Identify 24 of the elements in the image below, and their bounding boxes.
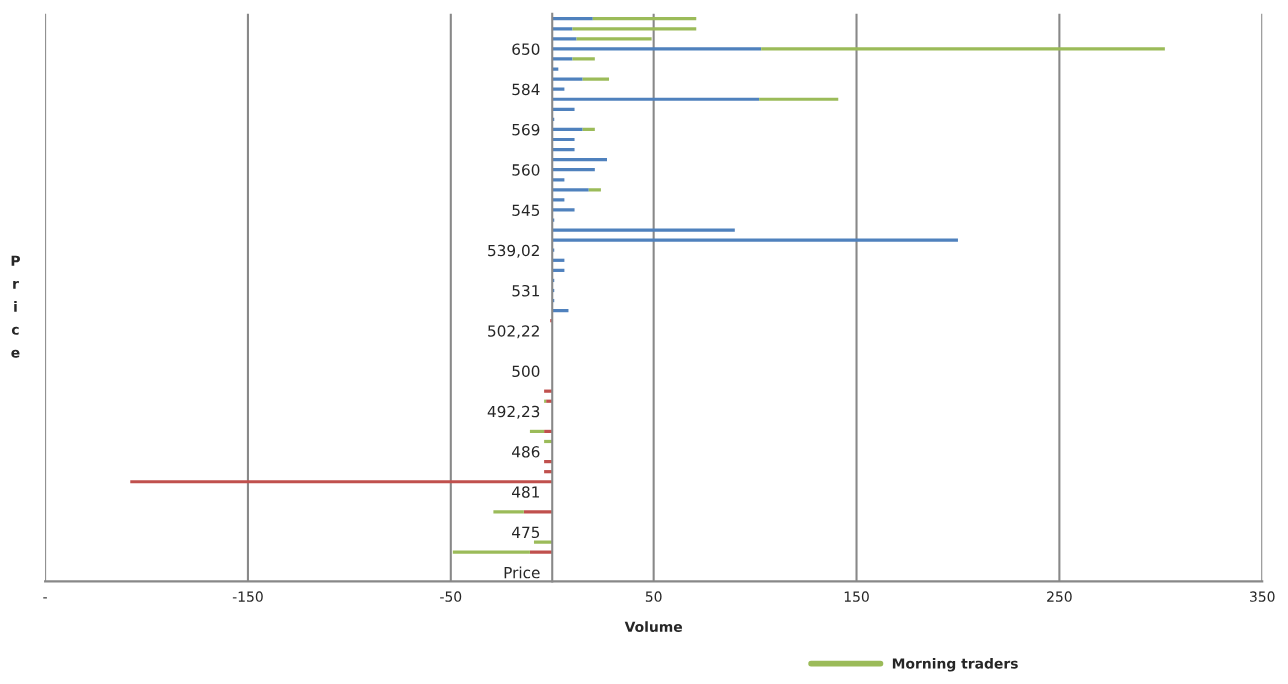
y-tick-label: 650 <box>512 43 540 55</box>
y-tick-label: 539,02 <box>488 244 539 258</box>
y-tick-label: 502,22 <box>488 325 539 339</box>
y-tick-label: 486 <box>512 446 540 458</box>
x-tick-label: 350 <box>1250 591 1275 602</box>
x-axis-title: Volume <box>624 621 683 632</box>
x-tick-label: 50 <box>645 591 662 602</box>
y-axis-title: Price <box>11 255 20 358</box>
y-tick-label: 531 <box>512 284 540 297</box>
y-tick-label: 560 <box>512 164 540 176</box>
y-tick-label: 481 <box>512 486 540 498</box>
x-tick-label: -50 <box>440 591 462 602</box>
x-tick-label: -150 <box>232 591 263 602</box>
legend-label: Morning traders <box>892 657 1018 672</box>
x-tick-label: 150 <box>844 591 869 602</box>
y-tick-label: 569 <box>512 123 540 136</box>
y-tick-label: 545 <box>512 204 540 216</box>
y-tick-label: 500 <box>512 365 540 378</box>
y-tick-label: 584 <box>512 83 540 96</box>
y-tick-label: 475 <box>512 526 540 539</box>
x-tick-label: - <box>43 597 47 599</box>
y-tick-label: 492,23 <box>487 405 540 419</box>
y-tick-label: Price <box>504 566 540 579</box>
x-tick-label: 250 <box>1047 591 1072 602</box>
